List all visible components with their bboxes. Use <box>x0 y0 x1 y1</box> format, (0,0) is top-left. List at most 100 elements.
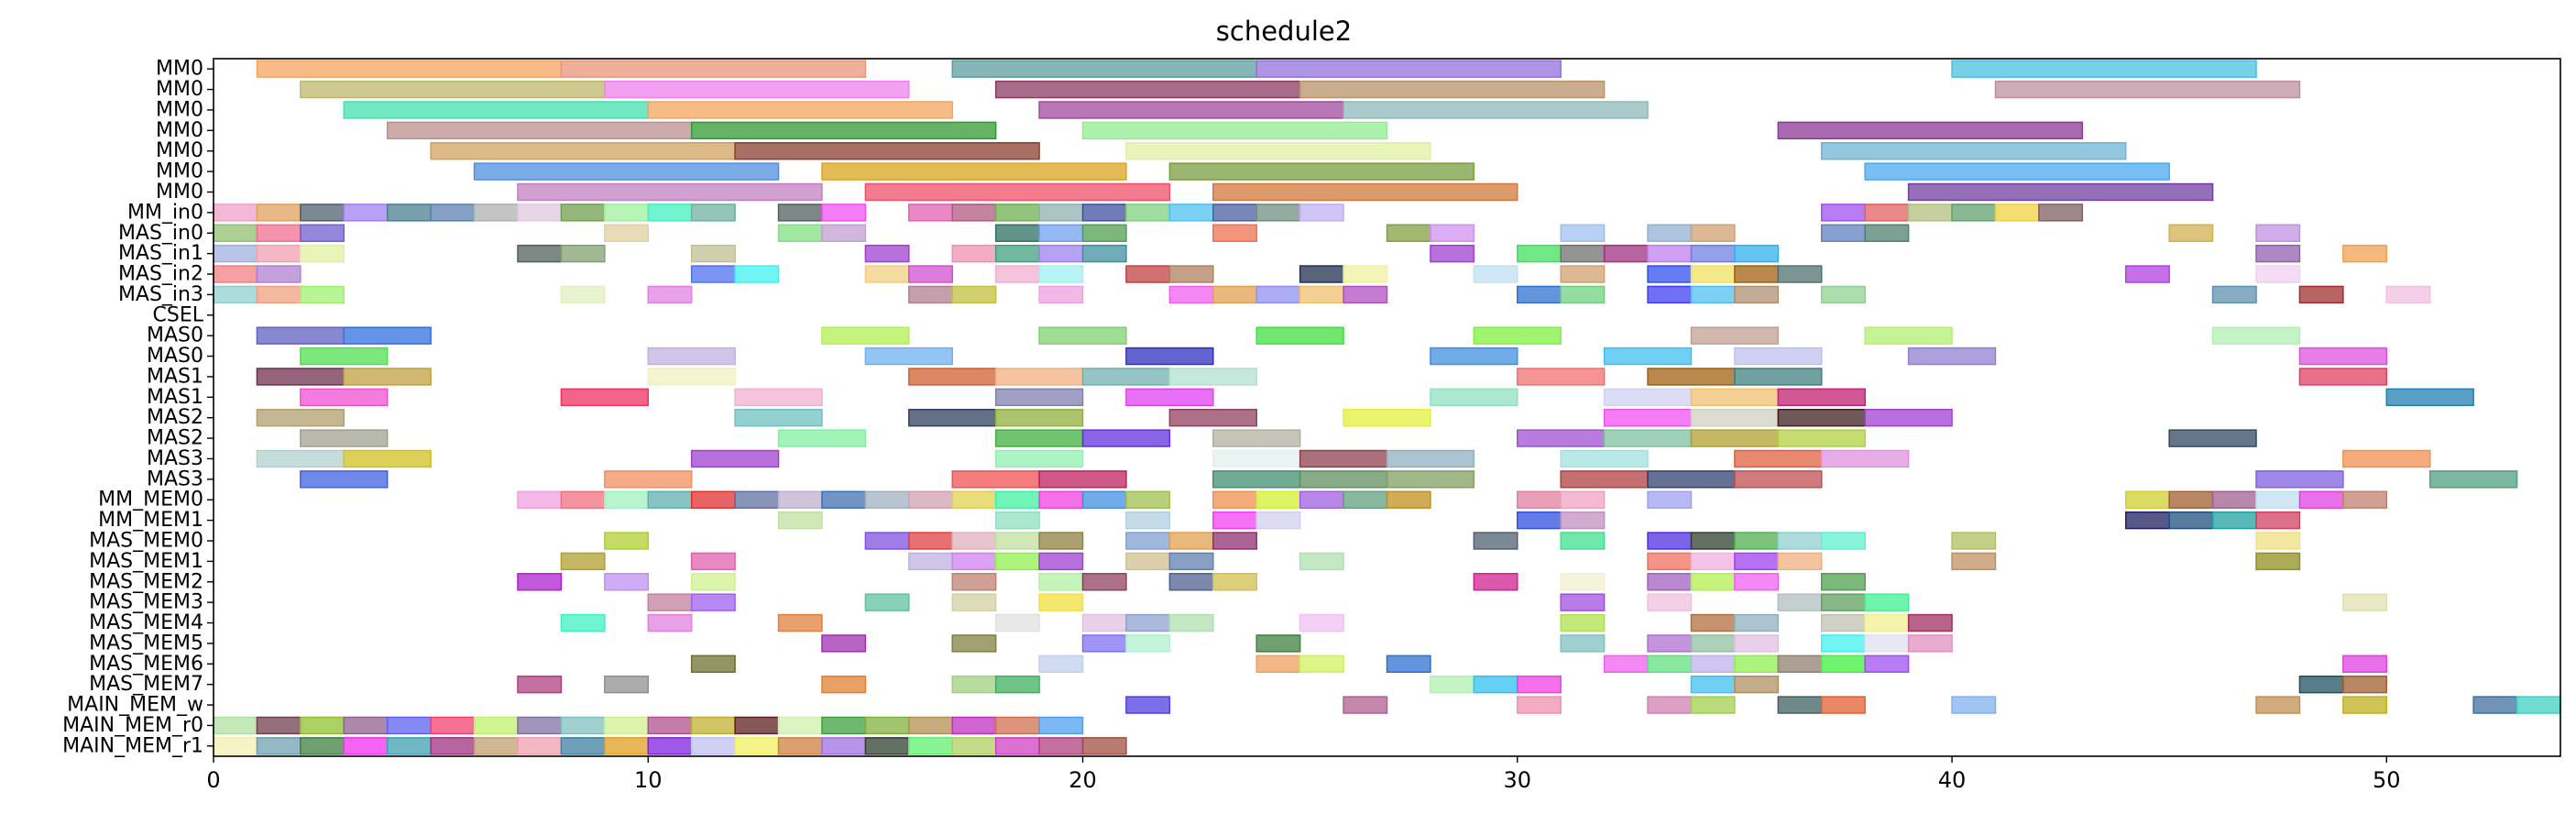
task-bar <box>560 388 650 407</box>
task-bar <box>343 716 389 735</box>
task-bar <box>2255 552 2301 571</box>
task-bar <box>1734 265 1780 283</box>
row-label: MM0 <box>156 119 203 142</box>
task-bar <box>1255 511 1301 530</box>
task-bar <box>734 265 780 283</box>
task-bar <box>690 204 736 222</box>
task-bar <box>517 737 563 755</box>
task-bar <box>430 737 476 755</box>
task-bar <box>2298 490 2344 509</box>
row-label: MAS1 <box>147 365 203 388</box>
task-bar <box>1255 490 1301 509</box>
task-bar <box>1386 490 1431 509</box>
task-bar <box>1647 224 1693 242</box>
task-bar <box>951 552 997 571</box>
task-bar <box>473 162 780 181</box>
task-bar <box>821 162 1127 181</box>
task-bar <box>1907 182 2214 202</box>
x-tick-label: 30 <box>1504 767 1532 793</box>
row-label: MAS_in2 <box>118 263 203 286</box>
task-bar <box>1864 654 1910 673</box>
task-bar <box>1038 532 1084 550</box>
row-label: MM_in0 <box>127 201 203 224</box>
task-bar <box>647 285 693 304</box>
task-bar <box>1821 285 1866 304</box>
task-bar <box>1081 224 1127 242</box>
task-bar <box>1603 408 1693 427</box>
task-bar <box>1864 162 2170 181</box>
task-bar <box>517 675 563 694</box>
task-bar <box>1560 613 1606 632</box>
task-bar <box>994 429 1084 447</box>
task-bar <box>604 532 650 550</box>
task-bar <box>821 224 867 242</box>
task-bar <box>2255 470 2344 489</box>
task-bar <box>908 285 953 304</box>
task-bar <box>1430 244 1475 263</box>
task-bar <box>343 101 650 119</box>
task-bar <box>1690 285 1736 304</box>
task-bar <box>300 244 345 263</box>
task-bar <box>2428 470 2518 489</box>
task-bar <box>734 716 780 735</box>
task-bar <box>256 449 345 468</box>
task-bar <box>213 204 258 222</box>
task-bar <box>604 470 693 489</box>
task-bar <box>1299 285 1344 304</box>
task-bar <box>1038 552 1084 571</box>
task-bar <box>908 737 953 755</box>
task-bar <box>2298 346 2388 366</box>
task-bar <box>864 593 910 611</box>
x-tick-label: 50 <box>2373 767 2401 793</box>
task-bar <box>994 449 1084 468</box>
task-bar <box>1168 613 1214 632</box>
task-bar <box>1777 121 2084 140</box>
task-bar <box>1038 204 1084 222</box>
task-bar <box>1168 408 1257 427</box>
task-bar <box>2168 511 2214 530</box>
task-bar <box>1038 285 1084 304</box>
task-bar <box>1734 654 1780 673</box>
task-bar <box>560 285 606 304</box>
task-bar <box>1125 346 1214 366</box>
task-bar <box>1038 470 1127 489</box>
task-bar <box>2211 511 2257 530</box>
task-bar <box>1343 101 1649 119</box>
task-bar <box>1864 408 1953 427</box>
task-bar <box>908 532 953 550</box>
task-bar <box>1821 449 1910 468</box>
task-bar <box>1821 573 1866 591</box>
task-bar <box>1255 326 1344 345</box>
task-bar <box>1560 490 1606 509</box>
task-bar <box>1299 265 1344 283</box>
task-bar <box>2211 490 2257 509</box>
task-bar <box>690 265 736 283</box>
task-bar <box>1864 613 1910 632</box>
task-bar <box>560 490 606 509</box>
row-label: MAS_MEM7 <box>89 673 203 696</box>
task-bar <box>1821 224 1866 242</box>
task-bar <box>951 737 997 755</box>
task-bar <box>734 490 780 509</box>
task-bar <box>821 204 867 222</box>
task-bar <box>300 346 389 366</box>
task-bar <box>1038 716 1084 735</box>
task-bar <box>1734 346 1823 366</box>
task-bar <box>1951 552 1997 571</box>
task-bar <box>1907 346 1997 366</box>
task-bar <box>256 244 301 263</box>
task-bar <box>1647 696 1693 714</box>
task-bar <box>1081 204 1127 222</box>
task-bar <box>1647 654 1693 673</box>
task-bar <box>1734 244 1780 263</box>
task-bar <box>1125 532 1171 550</box>
task-bar <box>1734 552 1780 571</box>
task-bar <box>517 490 563 509</box>
task-bar <box>1168 162 1475 181</box>
task-bar <box>647 368 736 386</box>
task-bar <box>2342 449 2431 468</box>
row-label: MAS_MEM3 <box>89 591 203 614</box>
plot-frame <box>213 58 2561 757</box>
task-bar <box>1125 552 1171 571</box>
task-bar <box>777 224 823 242</box>
